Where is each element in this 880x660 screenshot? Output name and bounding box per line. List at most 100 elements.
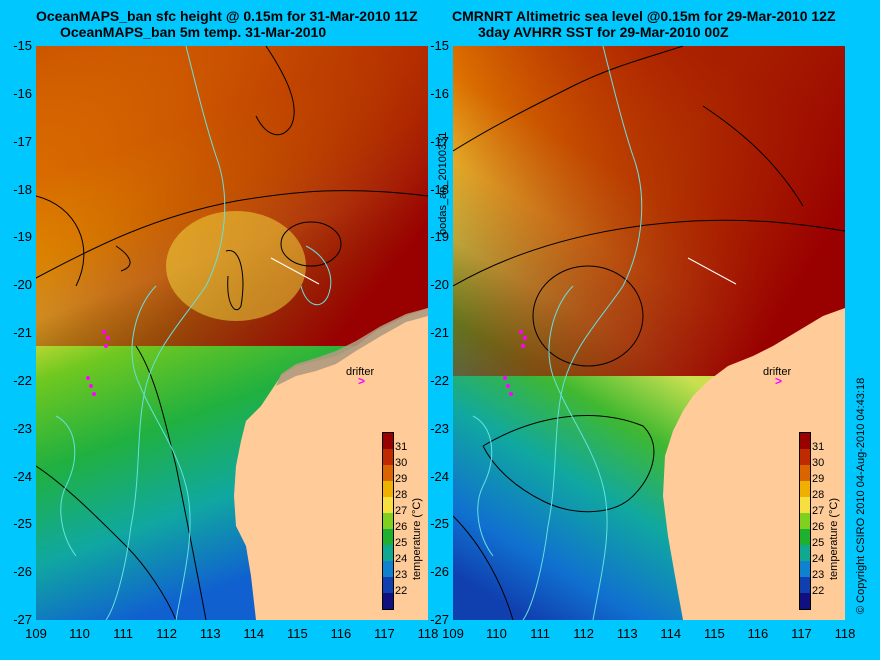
right-colorbar-title: temperature (°C)	[828, 497, 840, 580]
middle-dataset-label: bodas_an_20100331	[437, 131, 449, 235]
x-tick-label: 111	[113, 626, 133, 641]
colorbar-tick-label: 30	[395, 457, 408, 469]
colorbar-swatch	[800, 433, 810, 449]
y-tick-label: -25	[13, 516, 32, 532]
colorbar-swatch	[800, 497, 810, 513]
right-map-panel: drifter >	[453, 46, 845, 620]
y-tick-label: -22	[13, 372, 32, 388]
colorbar-tick-label: 22	[395, 585, 408, 597]
left-drifter-marker: >	[358, 374, 366, 388]
y-tick-label: -15	[430, 38, 449, 53]
colorbar-swatch	[800, 449, 810, 465]
y-tick-label: -24	[430, 468, 449, 484]
colorbar-tick-label: 30	[812, 457, 825, 469]
x-tick-label: 115	[286, 626, 308, 641]
colorbar-swatch	[800, 465, 810, 481]
colorbar-swatch	[383, 449, 393, 465]
colorbar-swatch	[383, 561, 393, 577]
left-colorbar	[382, 432, 394, 610]
colorbar-swatch	[383, 465, 393, 481]
colorbar-swatch	[383, 513, 393, 529]
colorbar-swatch	[800, 545, 810, 561]
x-tick-label: 116	[747, 626, 769, 641]
y-tick-label: -20	[430, 277, 449, 293]
x-tick-label: 116	[330, 626, 352, 641]
y-tick-label: -15	[13, 38, 32, 53]
x-tick-label: 118	[417, 626, 439, 641]
x-tick-label: 109	[442, 626, 464, 641]
y-tick-label: -26	[430, 564, 449, 580]
y-tick-label: -17	[13, 133, 32, 149]
left-map	[36, 46, 428, 620]
colorbar-swatch	[383, 593, 393, 609]
colorbar-tick-label: 24	[812, 553, 825, 565]
colorbar-swatch	[383, 497, 393, 513]
y-tick-label: -23	[430, 420, 449, 436]
colorbar-swatch	[383, 529, 393, 545]
left-map-panel: drifter >	[36, 46, 428, 620]
colorbar-swatch	[800, 593, 810, 609]
x-tick-label: 110	[486, 626, 507, 641]
y-tick-label: -19	[13, 229, 32, 245]
right-drifter-marker: >	[775, 374, 783, 388]
x-tick-label: 112	[573, 626, 595, 641]
colorbar-swatch	[800, 529, 810, 545]
x-tick-label: 117	[374, 626, 395, 641]
colorbar-tick-label: 31	[812, 441, 825, 453]
x-tick-label: 113	[199, 626, 221, 641]
y-tick-label: -27	[13, 612, 32, 627]
y-tick-label: -25	[430, 516, 449, 532]
colorbar-swatch	[800, 513, 810, 529]
left-drifter-label: drifter	[346, 366, 375, 378]
colorbar-tick-label: 23	[395, 569, 408, 581]
colorbar-tick-label: 28	[812, 489, 825, 501]
x-tick-label: 115	[703, 626, 725, 641]
x-tick-label: 110	[69, 626, 90, 641]
x-tick-label: 118	[834, 626, 856, 641]
colorbar-swatch	[383, 577, 393, 593]
y-tick-label: -23	[13, 420, 32, 436]
x-tick-label: 113	[616, 626, 638, 641]
colorbar-tick-label: 25	[812, 537, 825, 549]
colorbar-swatch	[800, 561, 810, 577]
right-map	[453, 46, 845, 620]
right-drifter-label: drifter	[763, 366, 792, 378]
x-tick-label: 111	[530, 626, 550, 641]
y-tick-label: -21	[13, 325, 32, 340]
left-title-line2: OceanMAPS_ban 5m temp. 31-Mar-2010	[60, 24, 327, 40]
colorbar-swatch	[800, 577, 810, 593]
y-tick-label: -16	[13, 85, 32, 101]
colorbar-swatch	[383, 481, 393, 497]
y-tick-label: -26	[13, 564, 32, 580]
y-tick-label: -16	[430, 85, 449, 101]
y-tick-label: -18	[430, 181, 449, 197]
colorbar-tick-label: 26	[395, 521, 408, 533]
y-tick-label: -17	[430, 133, 449, 149]
y-tick-label: -22	[430, 372, 449, 388]
colorbar-swatch	[800, 481, 810, 497]
right-title-line1: CMRNRT Altimetric sea level @0.15m for 2…	[452, 8, 836, 24]
colorbar-swatch	[383, 545, 393, 561]
copyright-label: © Copyright CSIRO 2010 04-Aug-2010 04:43…	[855, 377, 867, 614]
x-tick-label: 117	[791, 626, 812, 641]
y-tick-label: -24	[13, 468, 32, 484]
colorbar-tick-label: 28	[395, 489, 408, 501]
y-tick-label: -20	[13, 277, 32, 293]
colorbar-tick-label: 27	[395, 505, 408, 517]
colorbar-tick-label: 24	[395, 553, 408, 565]
colorbar-tick-label: 31	[395, 441, 408, 453]
colorbar-tick-label: 29	[395, 473, 408, 485]
left-land-mass	[234, 308, 428, 620]
x-tick-label: 114	[243, 626, 265, 641]
right-colorbar	[799, 432, 811, 610]
y-tick-label: -27	[430, 612, 449, 627]
x-tick-label: 109	[25, 626, 47, 641]
x-tick-label: 112	[156, 626, 178, 641]
left-title-line1: OceanMAPS_ban sfc height @ 0.15m for 31-…	[36, 8, 418, 24]
colorbar-tick-label: 25	[395, 537, 408, 549]
colorbar-swatch	[383, 433, 393, 449]
y-tick-label: -18	[13, 181, 32, 197]
y-tick-label: -21	[430, 325, 449, 340]
colorbar-tick-label: 22	[812, 585, 825, 597]
